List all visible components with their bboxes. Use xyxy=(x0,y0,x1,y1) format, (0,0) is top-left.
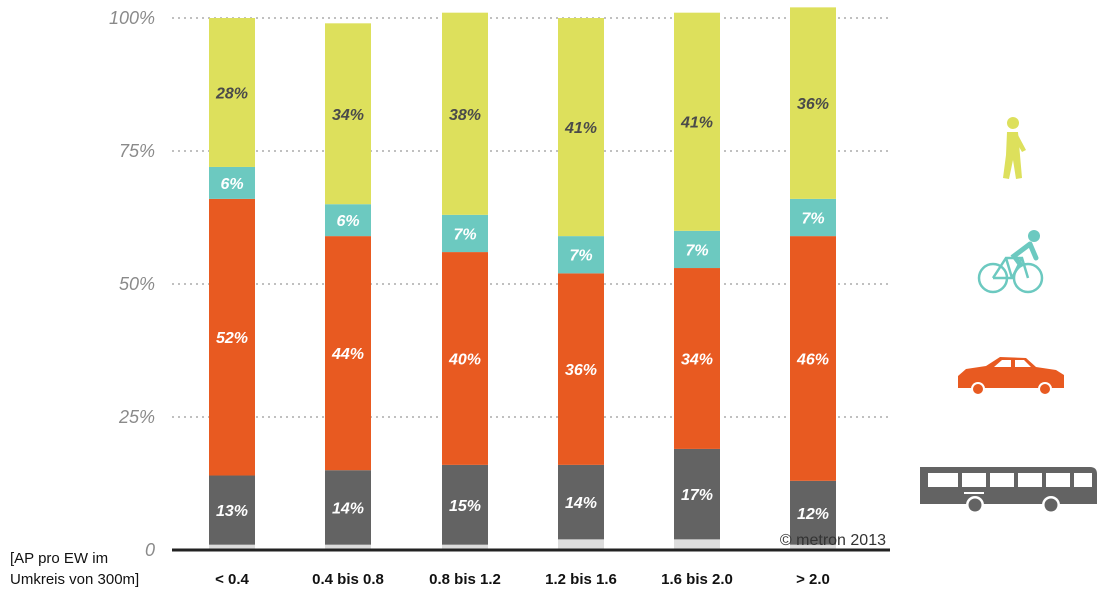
bus-icon xyxy=(920,467,1097,514)
data-label-bicycle: 6% xyxy=(336,213,359,230)
data-label-walk: 41% xyxy=(680,115,713,132)
data-label-bicycle: 7% xyxy=(685,242,708,259)
grid-lines xyxy=(172,17,890,418)
y-tick-label: 25% xyxy=(118,407,155,427)
data-label-bus: 14% xyxy=(565,495,597,512)
x-category-label: 1.6 bis 2.0 xyxy=(661,571,733,588)
y-tick-label: 0 xyxy=(145,540,155,560)
bar-segment-bus xyxy=(674,448,720,540)
x-category-label: < 0.4 xyxy=(215,571,249,588)
bar-segment-walk xyxy=(790,7,836,199)
bar-segment-bus xyxy=(558,464,604,540)
data-label-car: 52% xyxy=(216,330,248,347)
bar-segment-bus xyxy=(209,475,255,545)
data-label-car: 46% xyxy=(796,351,829,368)
data-label-car: 34% xyxy=(681,351,713,368)
x-category-label: 0.4 bis 0.8 xyxy=(312,571,384,588)
bar-segment-walk xyxy=(674,12,720,231)
bar-segment-other xyxy=(442,544,488,550)
bar-segment-walk xyxy=(209,18,255,167)
bar-segment-other xyxy=(674,539,720,550)
y-tick-label: 100% xyxy=(109,8,155,28)
data-label-bus: 17% xyxy=(681,487,713,504)
data-label-car: 36% xyxy=(565,362,597,379)
bar-segment-bus xyxy=(442,464,488,545)
bar-segment-walk xyxy=(325,23,371,205)
x-axis-note-line-2: Umkreis von 300m] xyxy=(10,571,139,588)
bicycle-icon xyxy=(977,230,1044,294)
y-tick-label: 75% xyxy=(119,141,155,161)
bar-segment-bicycle xyxy=(558,236,604,274)
car-icon xyxy=(958,357,1064,396)
data-label-walk: 34% xyxy=(332,107,364,124)
data-label-bicycle: 6% xyxy=(220,176,243,193)
data-label-bus: 15% xyxy=(449,498,481,515)
x-category-label: 1.2 bis 1.6 xyxy=(545,571,617,588)
bar-segment-bus xyxy=(790,480,836,545)
bar-segment-car xyxy=(790,236,836,481)
x-category-label: > 2.0 xyxy=(796,571,830,588)
bar-segment-car xyxy=(558,273,604,465)
bar-segment-other xyxy=(790,544,836,550)
bar-segment-car xyxy=(442,252,488,465)
y-tick-labels: 0 25% 50% 75% 100% xyxy=(109,8,155,560)
copyright-text: © metron 2013 xyxy=(780,532,886,549)
bar-segment-walk xyxy=(442,12,488,215)
bar-segment-bicycle xyxy=(790,198,836,237)
x-axis-note-line-1: [AP pro EW im xyxy=(10,550,108,567)
data-label-bicycle: 7% xyxy=(453,226,476,243)
pedestrian-icon xyxy=(1003,117,1026,179)
bar-segment-walk xyxy=(558,18,604,237)
bar-segment-car xyxy=(209,198,255,476)
bar-segment-bicycle xyxy=(209,166,255,199)
data-label-walk: 36% xyxy=(797,96,829,113)
bar-segment-bicycle xyxy=(325,204,371,237)
bar-segment-other xyxy=(325,544,371,550)
bar-segment-bicycle xyxy=(442,214,488,253)
data-label-walk: 38% xyxy=(449,107,481,124)
data-label-bus: 13% xyxy=(216,503,248,520)
y-tick-label: 50% xyxy=(119,274,155,294)
data-label-walk: 41% xyxy=(564,120,597,137)
data-label-car: 40% xyxy=(448,351,481,368)
x-category-labels: < 0.4 0.4 bis 0.8 0.8 bis 1.2 1.2 bis 1.6 1.… xyxy=(215,571,830,588)
data-label-bus: 14% xyxy=(332,500,364,517)
bar-segment-car xyxy=(674,268,720,449)
x-category-label: 0.8 bis 1.2 xyxy=(429,571,501,588)
data-label-walk: 28% xyxy=(215,85,248,102)
data-label-bicycle: 7% xyxy=(569,248,592,265)
data-label-bicycle: 7% xyxy=(801,211,824,228)
bar-segment-bicycle xyxy=(674,230,720,269)
bars: 13% 52% 6% 28% 14% 44% 6% 34% 15% 40% 7% 38% 14% 36% 7… xyxy=(209,7,836,550)
bar-segment-bus xyxy=(325,470,371,545)
bar-segment-other xyxy=(558,539,604,550)
data-label-bus: 12% xyxy=(797,506,829,523)
bar-segment-other xyxy=(209,544,255,550)
data-label-car: 44% xyxy=(331,346,364,363)
bar-segment-car xyxy=(325,236,371,471)
